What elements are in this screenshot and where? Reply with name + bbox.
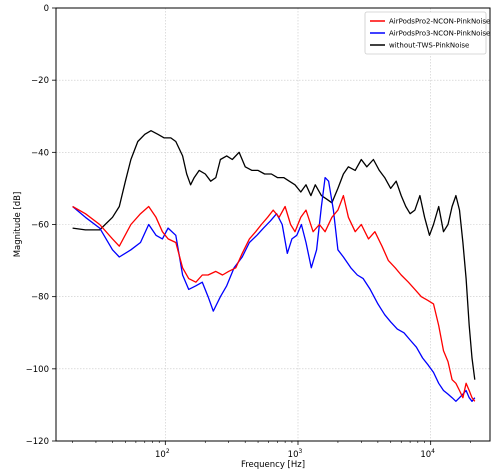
grid [56, 7, 490, 442]
y-tick-label: −40 [31, 148, 49, 158]
legend-label: AirPodsPro3-NCON-PinkNoise [389, 30, 490, 38]
legend-label: without-TWS-PinkNoise [389, 42, 469, 50]
y-tick-label: −80 [31, 293, 49, 303]
series-line [72, 130, 476, 380]
y-tick-label: 0 [44, 4, 49, 14]
legend: AirPodsPro2-NCON-PinkNoise AirPodsPro3-NC… [364, 11, 490, 55]
series-line [72, 176, 476, 402]
x-axis-label: Frequency [Hz] [241, 460, 305, 470]
x-tick-label: 102 [155, 448, 170, 460]
axis-ticks: 0 −20 −40 −60 −80 −100 −120 102 103 104 [26, 4, 471, 460]
series-line [72, 194, 476, 402]
x-tick-label: 104 [420, 448, 435, 460]
y-tick-label: −20 [31, 76, 49, 86]
legend-label: AirPodsPro2-NCON-PinkNoise [389, 18, 490, 26]
series-lines [72, 130, 476, 402]
y-axis-label: Magnitude [dB] [13, 192, 23, 258]
y-tick-label: −60 [31, 221, 49, 231]
x-tick-label: 103 [288, 448, 303, 460]
legend-box [364, 11, 487, 55]
y-tick-label: −120 [26, 437, 49, 447]
y-tick-label: −100 [26, 365, 49, 375]
